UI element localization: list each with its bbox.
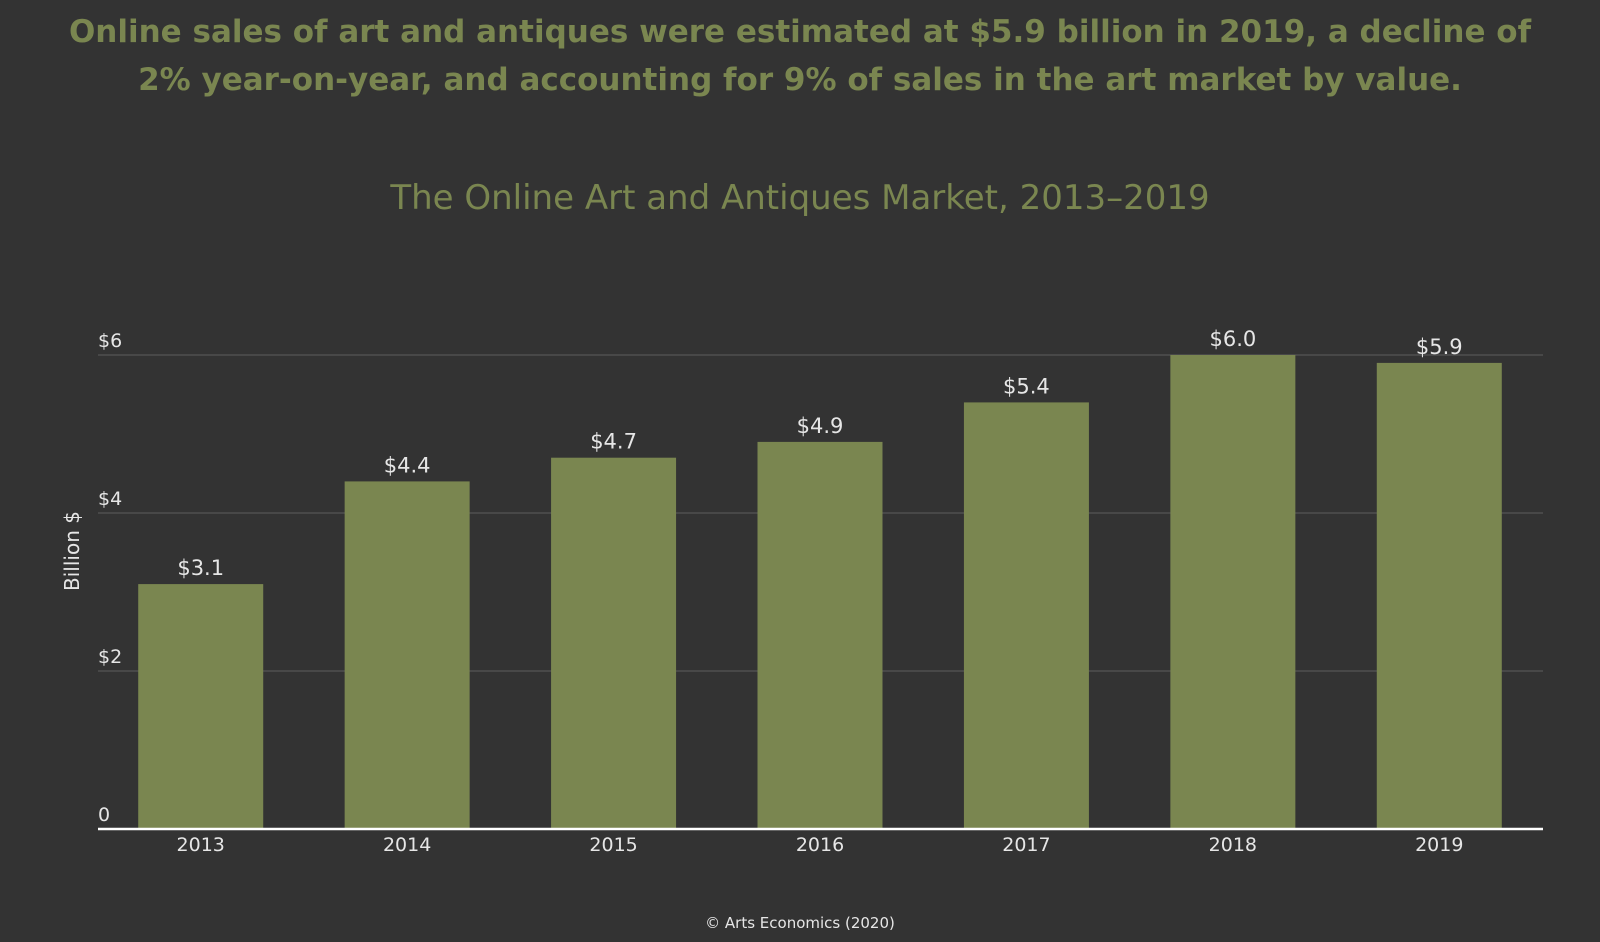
x-tick-label: 2019 [1415,834,1463,856]
x-tick-label: 2018 [1209,834,1257,856]
chart-title: The Online Art and Antiques Market, 2013… [390,178,1210,218]
y-tick-label: $2 [98,646,122,668]
data-label: $4.4 [384,453,431,477]
bar-2015 [551,457,677,829]
y-tick-label: 0 [98,804,110,826]
y-axis-label: Billion $ [60,511,84,591]
data-label: $5.9 [1416,335,1463,359]
x-tick-label: 2016 [796,834,844,856]
headline: Online sales of art and antiques were es… [68,14,1532,98]
data-label: $3.1 [177,556,224,580]
copyright-footer: © Arts Economics (2020) [705,914,895,932]
bar-2019 [1376,362,1502,829]
x-tick-label: 2014 [383,834,431,856]
x-tick-label: 2013 [177,834,225,856]
bar-2017 [963,402,1089,829]
bar-2013 [138,584,264,829]
data-label: $4.7 [590,430,637,454]
bar-2014 [344,481,470,829]
data-label: $4.9 [797,414,844,438]
x-tick-label: 2017 [1002,834,1050,856]
y-tick-label: $4 [98,488,122,510]
bar-2018 [1170,355,1296,829]
data-label: $6.0 [1209,327,1256,351]
data-label: $5.4 [1003,374,1050,398]
x-tick-label: 2015 [589,834,637,856]
bar-2016 [757,441,883,829]
y-tick-label: $6 [98,330,122,352]
